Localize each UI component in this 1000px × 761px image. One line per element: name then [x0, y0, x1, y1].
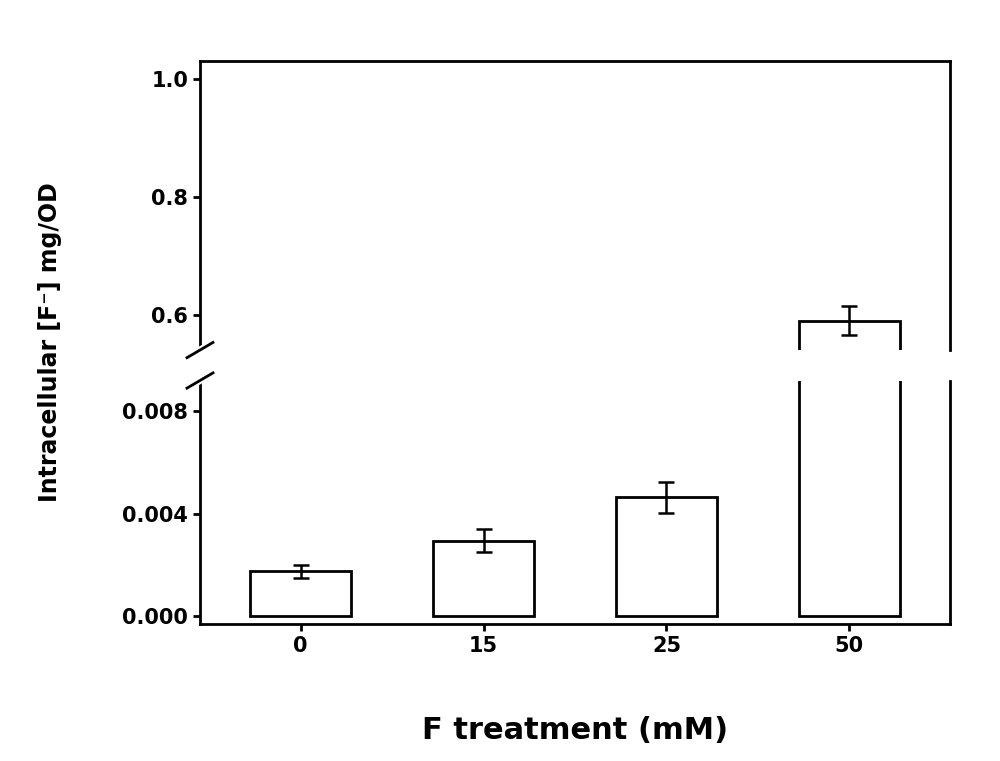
- Bar: [616, 666, 717, 669]
- Bar: [250, 667, 351, 669]
- Bar: [433, 541, 534, 616]
- Text: F treatment (mM): F treatment (mM): [422, 716, 728, 745]
- Bar: [799, 0, 900, 616]
- Bar: [799, 320, 900, 669]
- Text: Intracellular [F⁻] mg/OD: Intracellular [F⁻] mg/OD: [38, 183, 62, 502]
- Bar: [250, 572, 351, 616]
- Bar: [433, 667, 534, 669]
- Bar: [616, 497, 717, 616]
